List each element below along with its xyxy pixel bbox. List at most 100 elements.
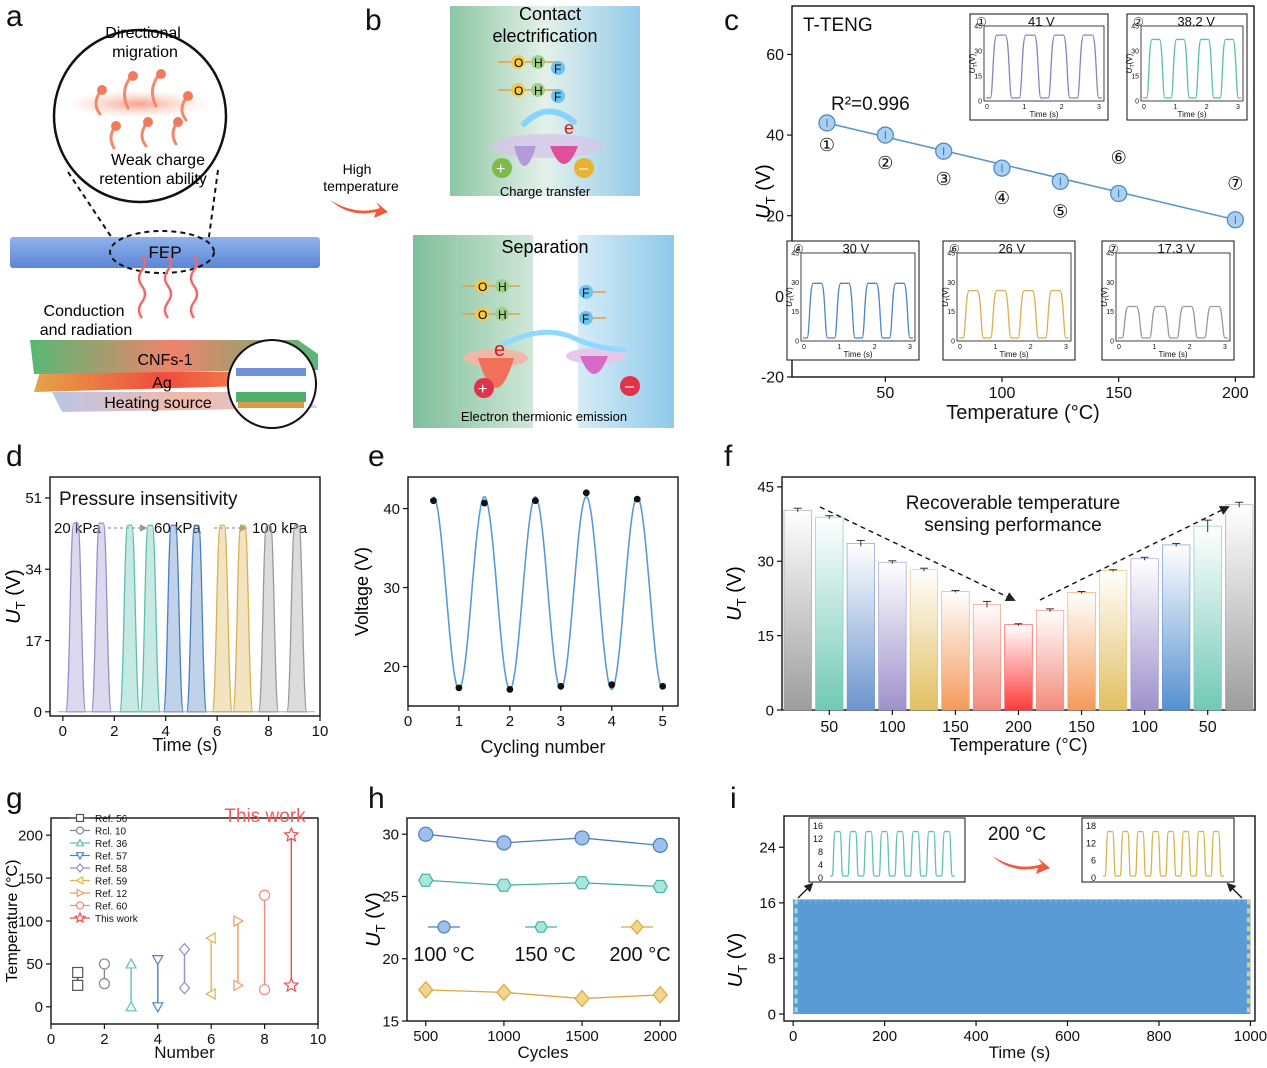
g-marker-low: [72, 979, 84, 991]
c-inset-signal: [803, 282, 913, 339]
g-legend-marker: [75, 852, 85, 861]
c-inset-x-tick: 0: [985, 104, 989, 111]
h-legend-marker: [437, 920, 451, 934]
svg-text:F: F: [554, 90, 561, 104]
i-x-tick-label: 1000: [1234, 1028, 1267, 1045]
i-transition-arrow-icon: [992, 856, 1050, 874]
glow-band: [66, 90, 210, 118]
c-inset-y-tick: 0: [978, 99, 982, 106]
layer-ag-label: Ag: [152, 375, 172, 392]
f-bar: [783, 509, 812, 711]
c-inset-y-tick: 0: [795, 339, 799, 346]
h-data-point: [418, 873, 434, 887]
h-series-line: [425, 879, 661, 888]
f-bar: [1004, 624, 1033, 711]
e-x-tick-label: 3: [557, 713, 565, 730]
g-legend-label: Ref. 60: [95, 902, 128, 913]
c-inset-x-tick: 1: [993, 344, 997, 351]
c-inset-x-tick: 1: [837, 344, 841, 351]
d-pressure-label: 60 kPa: [154, 520, 201, 537]
c-inset-x-label: Time (s): [1158, 350, 1187, 359]
g-y-tick-label: 0: [35, 999, 43, 1016]
c-inset: ② 38.2 V 0 15 30 45 0 1 2 3 Time (s) UT(V): [1125, 13, 1248, 121]
d-title: Pressure insensitivity: [59, 489, 238, 510]
c-inset: ⑥ 26 V 0 15 30 45 0 1 2 3 Time (s) UT(V): [941, 240, 1076, 361]
c-inset-plot: [800, 252, 916, 342]
arrow-text-2: temperature: [323, 178, 399, 194]
c-inset-y-tick: 15: [1106, 309, 1114, 316]
g-legend-label: Ref. 56: [95, 814, 128, 825]
g-marker-high: [233, 914, 245, 928]
d-x-tick-label: 8: [264, 723, 272, 740]
c-inset-y-tick: 45: [974, 24, 982, 31]
d-x-tick-label: 0: [59, 723, 67, 740]
g-legend-marker: [75, 826, 85, 835]
panel-b-schematic: b High temperature Contact electrificati…: [323, 4, 674, 428]
d-signal-peak: [139, 524, 161, 713]
f-bar: [1035, 610, 1065, 711]
c-inset-value: 30 V: [842, 241, 869, 256]
c-point-label: ⑦: [1227, 174, 1243, 194]
c-inset-x-tick: 3: [1064, 344, 1068, 351]
cs-cnf: [236, 392, 306, 402]
svg-text:F: F: [582, 286, 589, 300]
d-x-tick-label: 2: [110, 723, 118, 740]
separation-caption: Electron thermionic emission: [461, 409, 627, 424]
bubble-text-4: retention ability: [99, 171, 207, 188]
g-x-tick-label: 0: [47, 1031, 55, 1048]
panel-label-a: a: [6, 0, 23, 33]
sep-electron-path: [501, 329, 627, 353]
panel-label-i: i: [730, 782, 737, 815]
h-y-tick-label: 25: [382, 889, 399, 906]
panel-h-chart: 500 1000 1500 2000 15 20 25 30 UT (V) Cycles 100 °…: [363, 817, 680, 1062]
panel-label-h: h: [368, 782, 385, 815]
i-inset-y-tick: 12: [1086, 838, 1096, 848]
h-x-tick-label: 1500: [565, 1028, 598, 1045]
contact-well: [491, 134, 603, 158]
c-inset: ① 41 V 0 15 30 45 0 1 2 3 Time (s) UT(V): [968, 13, 1109, 121]
c-inset-frame: [942, 240, 1076, 361]
i-inset-y-tick: 8: [818, 847, 823, 857]
h-y-tick-label: 30: [382, 826, 399, 843]
d-y-tick-label: 17: [25, 633, 42, 650]
panel-label-c: c: [724, 4, 739, 37]
e-data-point: [506, 686, 514, 693]
f-title-line1: Recoverable temperature: [906, 493, 1120, 514]
e-data-point: [582, 489, 590, 497]
c-inset-x-tick: 0: [1117, 344, 1121, 351]
f-x-tick-label: 50: [1199, 719, 1217, 736]
i-x-tick-label: 400: [964, 1028, 989, 1045]
contact-well-right: [550, 146, 578, 164]
c-inset-y-label: UT(V): [785, 287, 796, 307]
d-pressure-label: 20 kPa: [54, 520, 101, 537]
g-legend-marker: [75, 901, 85, 910]
g-x-tick-label: 4: [154, 1031, 162, 1048]
i-y-tick-label: 24: [759, 840, 776, 857]
g-legend-marker: [75, 813, 85, 823]
c-x-axis-label: Temperature (°C): [946, 402, 1100, 424]
f-bar: [1130, 558, 1159, 711]
panel-i-chart: 0 200 400 600 800 1000 0 8 16 24 UT (V) Time (s) 0 4 8…: [725, 815, 1267, 1062]
d-x-tick-label: 4: [162, 723, 170, 740]
zoom-line-right: [207, 169, 219, 245]
separation-title: Separation: [501, 237, 588, 257]
c-inset-y-tick: 15: [791, 309, 799, 316]
e-data-point: [633, 495, 641, 503]
c-r2-annotation: R²=0.996: [831, 94, 910, 115]
layer-cnf-label: CNFs-1: [137, 352, 192, 369]
c-inset-signal: [959, 289, 1069, 339]
c-inset-y-tick: 45: [1106, 251, 1114, 258]
c-inset-x-tick: 0: [1142, 104, 1146, 111]
c-inset-plot: [1115, 252, 1231, 342]
sep-electron: e: [494, 339, 505, 361]
c-point-label: ⑤: [1052, 201, 1068, 221]
f-bar: [972, 604, 1002, 711]
c-inset-value: 38.2 V: [1177, 14, 1215, 29]
c-inset-index: ⑥: [949, 242, 960, 256]
g-legend-label: Ref. 59: [95, 877, 128, 888]
g-marker-high: [259, 889, 271, 901]
h-x-tick-label: 500: [413, 1028, 438, 1045]
i-inset: 0 4 8 12 16: [808, 817, 966, 883]
arrow-text-1: High: [343, 161, 372, 177]
i-inset-y-tick: 6: [1091, 856, 1096, 866]
